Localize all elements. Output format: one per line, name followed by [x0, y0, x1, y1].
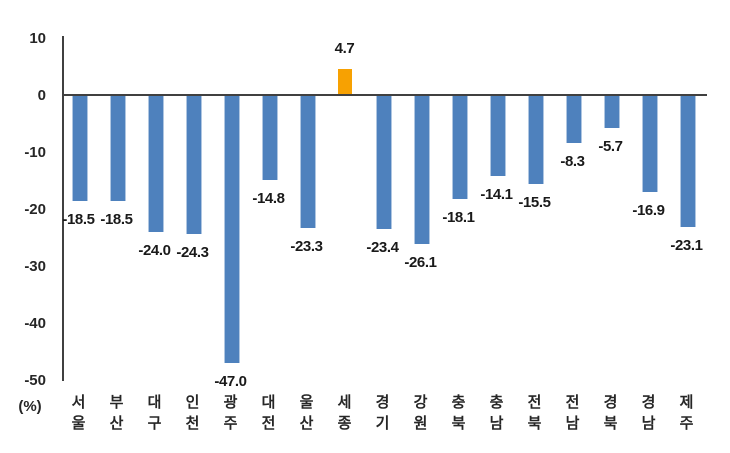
bar — [261, 95, 278, 180]
x-axis-category-label: 대 전 — [261, 394, 276, 432]
x-axis-category-label: 부 산 — [109, 394, 124, 432]
value-label: -24.3 — [176, 244, 209, 261]
y-axis-unit-label: (%) — [18, 398, 42, 415]
x-axis-category-label: 인 천 — [185, 394, 200, 432]
value-label: -23.1 — [670, 237, 703, 255]
x-axis-category-label: 광 주 — [223, 394, 238, 432]
value-label: -23.3 — [290, 238, 323, 256]
value-label: -15.5 — [518, 193, 551, 211]
value-label: -18.1 — [442, 208, 475, 226]
x-axis-category-label: 제 주 — [679, 394, 694, 432]
y-axis-tick-label: 0 — [37, 87, 46, 104]
value-label: -26.1 — [404, 254, 437, 272]
x-axis-category-label: 전 북 — [527, 394, 542, 432]
bar — [527, 95, 544, 184]
value-label: -14.1 — [480, 185, 513, 203]
y-axis-tick-label: -20 — [24, 201, 46, 218]
x-axis-category-label: 강 원 — [413, 394, 428, 432]
bar — [641, 95, 658, 192]
value-label: -23.4 — [366, 238, 399, 256]
x-axis-category-label: 전 남 — [565, 394, 580, 432]
value-label: -8.3 — [560, 152, 585, 170]
value-label: -5.7 — [598, 137, 623, 155]
bar — [109, 95, 126, 201]
bar — [71, 95, 88, 201]
bar — [337, 68, 352, 96]
value-label: 4.7 — [334, 39, 355, 57]
y-axis-tick-label: 10 — [29, 30, 46, 47]
bar — [489, 95, 506, 176]
bar — [299, 95, 316, 229]
bar — [375, 95, 392, 229]
x-axis-category-label: 울 산 — [299, 394, 314, 432]
value-label: -18.5 — [62, 210, 95, 228]
value-label: -24.0 — [138, 242, 171, 260]
y-axis-line — [62, 36, 64, 381]
y-axis-tick-label: -30 — [24, 258, 46, 275]
y-axis-tick-label: -50 — [24, 372, 46, 389]
value-label: -14.8 — [252, 189, 285, 207]
bar — [451, 95, 468, 199]
bar — [147, 95, 164, 233]
bar — [223, 95, 240, 364]
x-axis-category-label: 충 북 — [451, 394, 466, 432]
x-axis-category-label: 대 구 — [147, 394, 162, 432]
bar — [185, 95, 202, 234]
value-label: -18.5 — [100, 210, 133, 228]
value-label: -16.9 — [632, 201, 665, 219]
x-axis-category-label: 서 울 — [71, 394, 86, 432]
bar — [565, 95, 582, 143]
x-axis-category-label: 충 남 — [489, 394, 504, 432]
bar — [603, 95, 620, 128]
x-axis-category-label: 경 남 — [641, 394, 656, 432]
bar — [679, 95, 696, 228]
y-axis-tick-label: -40 — [24, 315, 46, 332]
y-axis-tick-label: -10 — [24, 144, 46, 161]
zero-baseline — [62, 94, 707, 96]
x-axis-category-label: 경 북 — [603, 394, 618, 432]
value-label: -47.0 — [214, 373, 247, 391]
x-axis-category-label: 세 종 — [337, 394, 352, 432]
bar — [413, 95, 430, 245]
x-axis-category-label: 경 기 — [375, 394, 390, 432]
